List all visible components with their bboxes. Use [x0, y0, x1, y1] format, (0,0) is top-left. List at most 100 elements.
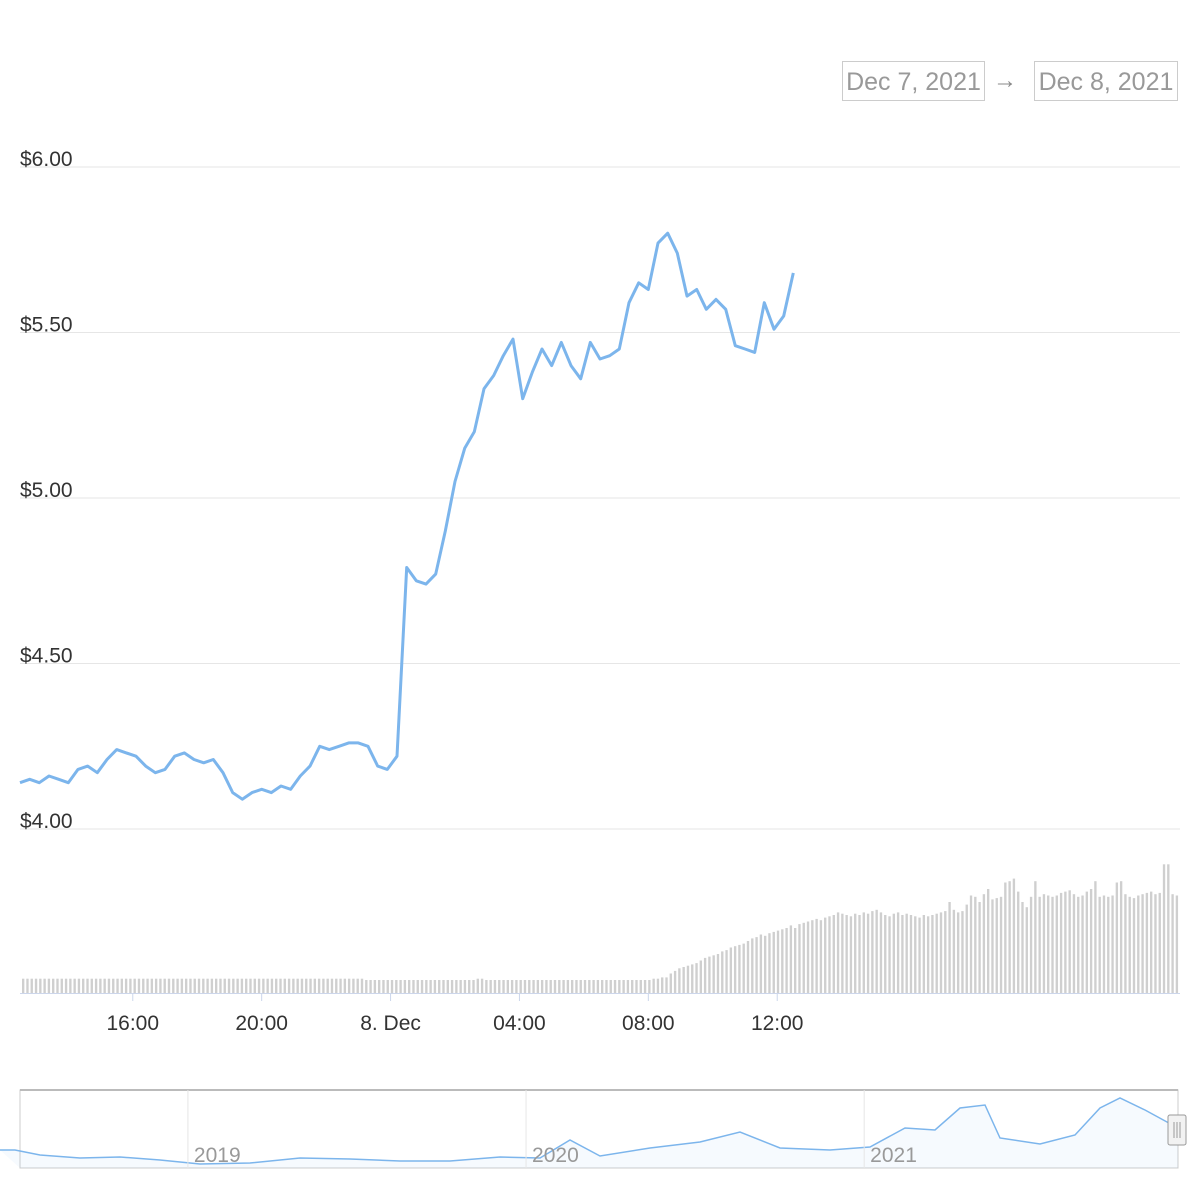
volume-bar	[1175, 895, 1179, 993]
volume-bar	[540, 980, 544, 993]
volume-bar	[399, 980, 402, 993]
volume-bar	[1115, 882, 1119, 993]
volume-bar	[987, 889, 990, 993]
volume-bar	[631, 980, 634, 993]
volume-bar	[498, 980, 501, 993]
volume-bar	[896, 912, 900, 993]
volume-bar	[1081, 895, 1084, 993]
volume-bar	[26, 978, 29, 993]
price-line	[19, 231, 795, 801]
range-to-input[interactable]: Dec 8, 2021	[1034, 61, 1178, 101]
volume-bar	[618, 980, 621, 993]
volume-bar	[1124, 894, 1127, 993]
volume-bar	[343, 978, 347, 993]
volume-bar	[438, 980, 441, 993]
volume-bar	[558, 980, 561, 993]
volume-bar	[408, 980, 411, 993]
volume-bar	[995, 898, 998, 993]
volume-bar	[142, 978, 145, 993]
volume-bar	[159, 978, 162, 993]
volume-bar	[489, 980, 492, 993]
volume-bar	[433, 980, 437, 993]
volume-bar	[124, 978, 128, 993]
volume-bar	[648, 980, 651, 993]
grid-lines	[20, 166, 1180, 830]
navigator-tick-label: 2019	[194, 1144, 241, 1167]
volume-bar	[1068, 890, 1071, 993]
volume-bar	[107, 978, 111, 993]
volume-bar	[292, 978, 295, 993]
volume-bar	[253, 978, 256, 993]
volume-bar	[613, 980, 617, 993]
navigator-line	[0, 1097, 1179, 1165]
volume-bar	[536, 980, 540, 993]
volume-bar	[635, 980, 638, 993]
volume-bar	[601, 980, 604, 993]
range-from-input[interactable]: Dec 7, 2021	[842, 61, 985, 101]
volume-bar	[120, 978, 123, 993]
volume-bar	[94, 978, 98, 993]
volume-bar	[266, 978, 269, 993]
volume-bar	[232, 978, 235, 993]
volume-bar	[1119, 881, 1123, 993]
volume-bar	[39, 978, 42, 993]
navigator-area	[0, 1098, 1178, 1168]
volume-bar	[931, 915, 934, 993]
volume-bar	[82, 978, 85, 993]
volume-bar	[969, 895, 973, 993]
volume-bar	[1107, 896, 1110, 993]
volume-bar	[193, 978, 196, 993]
volume-bar	[1034, 881, 1037, 993]
navigator[interactable]: 2019 2020 2021	[0, 1089, 1187, 1169]
volume-bar	[176, 978, 179, 993]
volume-bar	[99, 978, 102, 993]
volume-bar	[1012, 878, 1016, 993]
volume-bar	[352, 978, 355, 993]
volume-bar	[892, 913, 895, 993]
volume-bar	[815, 918, 818, 993]
volume-bar	[476, 978, 479, 993]
volume-bar	[686, 965, 690, 993]
range-arrow: →	[993, 67, 1017, 94]
volume-bar	[52, 978, 55, 993]
volume-bar	[639, 980, 642, 993]
volume-bar	[493, 980, 497, 993]
volume-bar	[47, 978, 51, 993]
volume-bar	[1017, 891, 1020, 993]
volume-bar	[420, 980, 424, 993]
volume-bar	[583, 980, 587, 993]
volume-bar	[1047, 895, 1050, 993]
volume-bar	[283, 978, 286, 993]
volume-bar	[811, 920, 814, 993]
volume-bar	[1167, 864, 1170, 993]
volume-bar	[1004, 882, 1007, 993]
volume-bar	[682, 967, 685, 993]
volume-bar	[1149, 891, 1153, 993]
volume-bar	[854, 913, 857, 993]
volume-bar	[742, 943, 745, 993]
volume-bar	[1085, 891, 1088, 993]
volume-bar	[858, 915, 861, 993]
volume-bar	[733, 946, 737, 993]
volume-bar	[1042, 894, 1046, 993]
volume-bar	[60, 978, 63, 993]
volume-bar	[249, 978, 252, 993]
volume-bar	[1141, 894, 1144, 993]
x-axis: 16:00 20:00 8. Dec 04:00 08:00 12:00	[106, 993, 804, 1035]
volume-bar	[1025, 907, 1028, 993]
volume-bar	[579, 980, 582, 993]
volume-bar	[296, 978, 299, 993]
volume-bar	[215, 978, 218, 993]
volume-bar	[112, 978, 115, 993]
x-tick-label: 8. Dec	[360, 1012, 421, 1035]
volume-bar	[146, 978, 149, 993]
volume-bar	[695, 963, 698, 993]
volume-bar	[961, 911, 964, 993]
volume-bar	[626, 980, 630, 993]
volume-bar	[390, 980, 394, 993]
volume-bar	[30, 978, 33, 993]
volume-bar	[219, 978, 222, 993]
volume-bar	[939, 912, 943, 993]
volume-bar	[1029, 896, 1033, 993]
volume-bar	[836, 912, 840, 993]
